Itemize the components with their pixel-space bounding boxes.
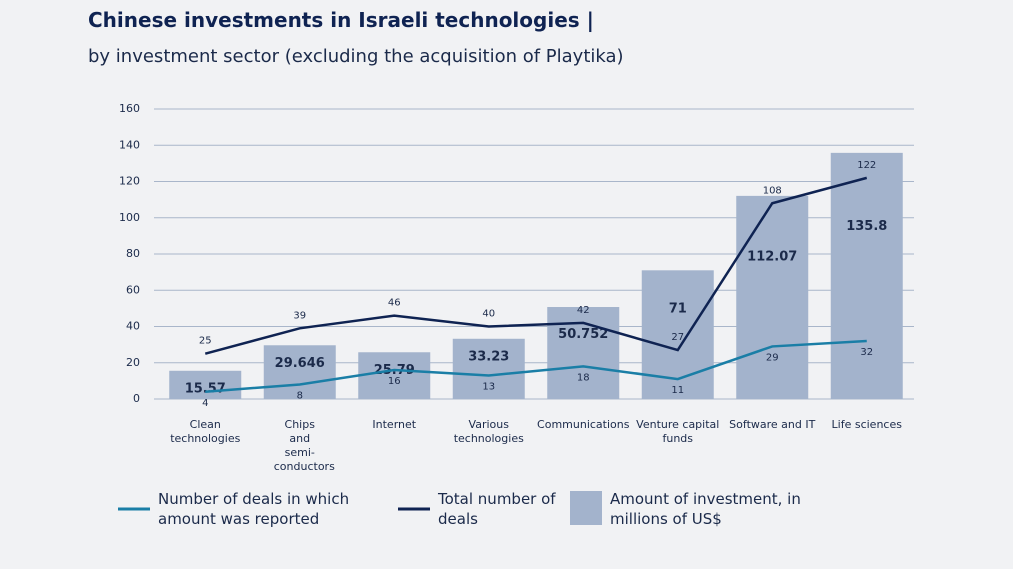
x-tick-label: Internet xyxy=(372,418,417,431)
line-value-label: 39 xyxy=(293,310,306,321)
y-tick-label: 60 xyxy=(126,283,140,296)
bar-value-label: 33.23 xyxy=(468,349,509,364)
bar-value-label: 112.07 xyxy=(747,249,797,264)
x-tick-label: Chips and semi-conductors xyxy=(273,418,335,473)
line-value-label: 46 xyxy=(388,298,401,309)
legend-label: Number of deals in which amount was repo… xyxy=(158,490,350,528)
legend-swatch xyxy=(570,491,602,525)
line-value-label: 16 xyxy=(388,376,401,387)
x-tick-label: Clean technologies xyxy=(170,418,241,445)
line-value-label: 25 xyxy=(199,336,212,347)
line-value-label: 18 xyxy=(577,372,590,383)
bar xyxy=(358,352,431,399)
x-tick-label: Life sciences xyxy=(831,418,902,431)
bar xyxy=(641,270,714,399)
x-tick-label: Communications xyxy=(537,418,630,431)
bar xyxy=(169,370,242,399)
bar-value-label: 71 xyxy=(669,301,687,316)
y-tick-label: 80 xyxy=(126,247,140,260)
line-value-label: 42 xyxy=(577,305,590,316)
chart-subtitle: by investment sector (excluding the acqu… xyxy=(88,46,624,67)
line-value-label: 40 xyxy=(482,309,495,320)
line-value-label: 108 xyxy=(763,185,782,196)
line-value-label: 32 xyxy=(860,347,873,358)
line-value-label: 29 xyxy=(766,352,779,363)
bar xyxy=(547,307,620,399)
y-tick-label: 140 xyxy=(119,138,140,151)
bar-value-label: 29.646 xyxy=(275,356,325,371)
bar xyxy=(452,338,525,399)
y-tick-label: 0 xyxy=(133,392,140,405)
line-value-label: 11 xyxy=(671,385,684,396)
chart-title: Chinese investments in Israeli technolog… xyxy=(88,8,594,32)
bar-value-label: 135.8 xyxy=(846,219,887,234)
legend-label: Amount of investment, in millions of US$ xyxy=(610,490,801,528)
y-tick-label: 120 xyxy=(119,175,140,188)
line xyxy=(204,176,868,355)
line-value-label: 4 xyxy=(202,398,208,409)
bar-value-label: 15.57 xyxy=(185,381,226,396)
x-tick-label: Various technologies xyxy=(453,418,524,445)
line xyxy=(205,339,867,393)
bar xyxy=(830,152,903,399)
line-value-label: 27 xyxy=(671,332,684,343)
legend-label: Total number of deals xyxy=(438,490,556,528)
y-tick-label: 20 xyxy=(126,356,140,369)
bar xyxy=(263,345,336,399)
line-value-label: 122 xyxy=(857,160,876,171)
x-tick-label: Software and IT xyxy=(729,418,816,431)
x-tick-label: Venture capital funds xyxy=(636,418,720,445)
y-tick-label: 160 xyxy=(119,102,140,115)
y-tick-label: 40 xyxy=(126,320,140,333)
y-tick-label: 100 xyxy=(119,211,140,224)
line-value-label: 8 xyxy=(297,391,303,402)
bar-value-label: 50.752 xyxy=(558,327,608,342)
line-value-label: 13 xyxy=(482,381,495,392)
bar xyxy=(736,195,809,399)
